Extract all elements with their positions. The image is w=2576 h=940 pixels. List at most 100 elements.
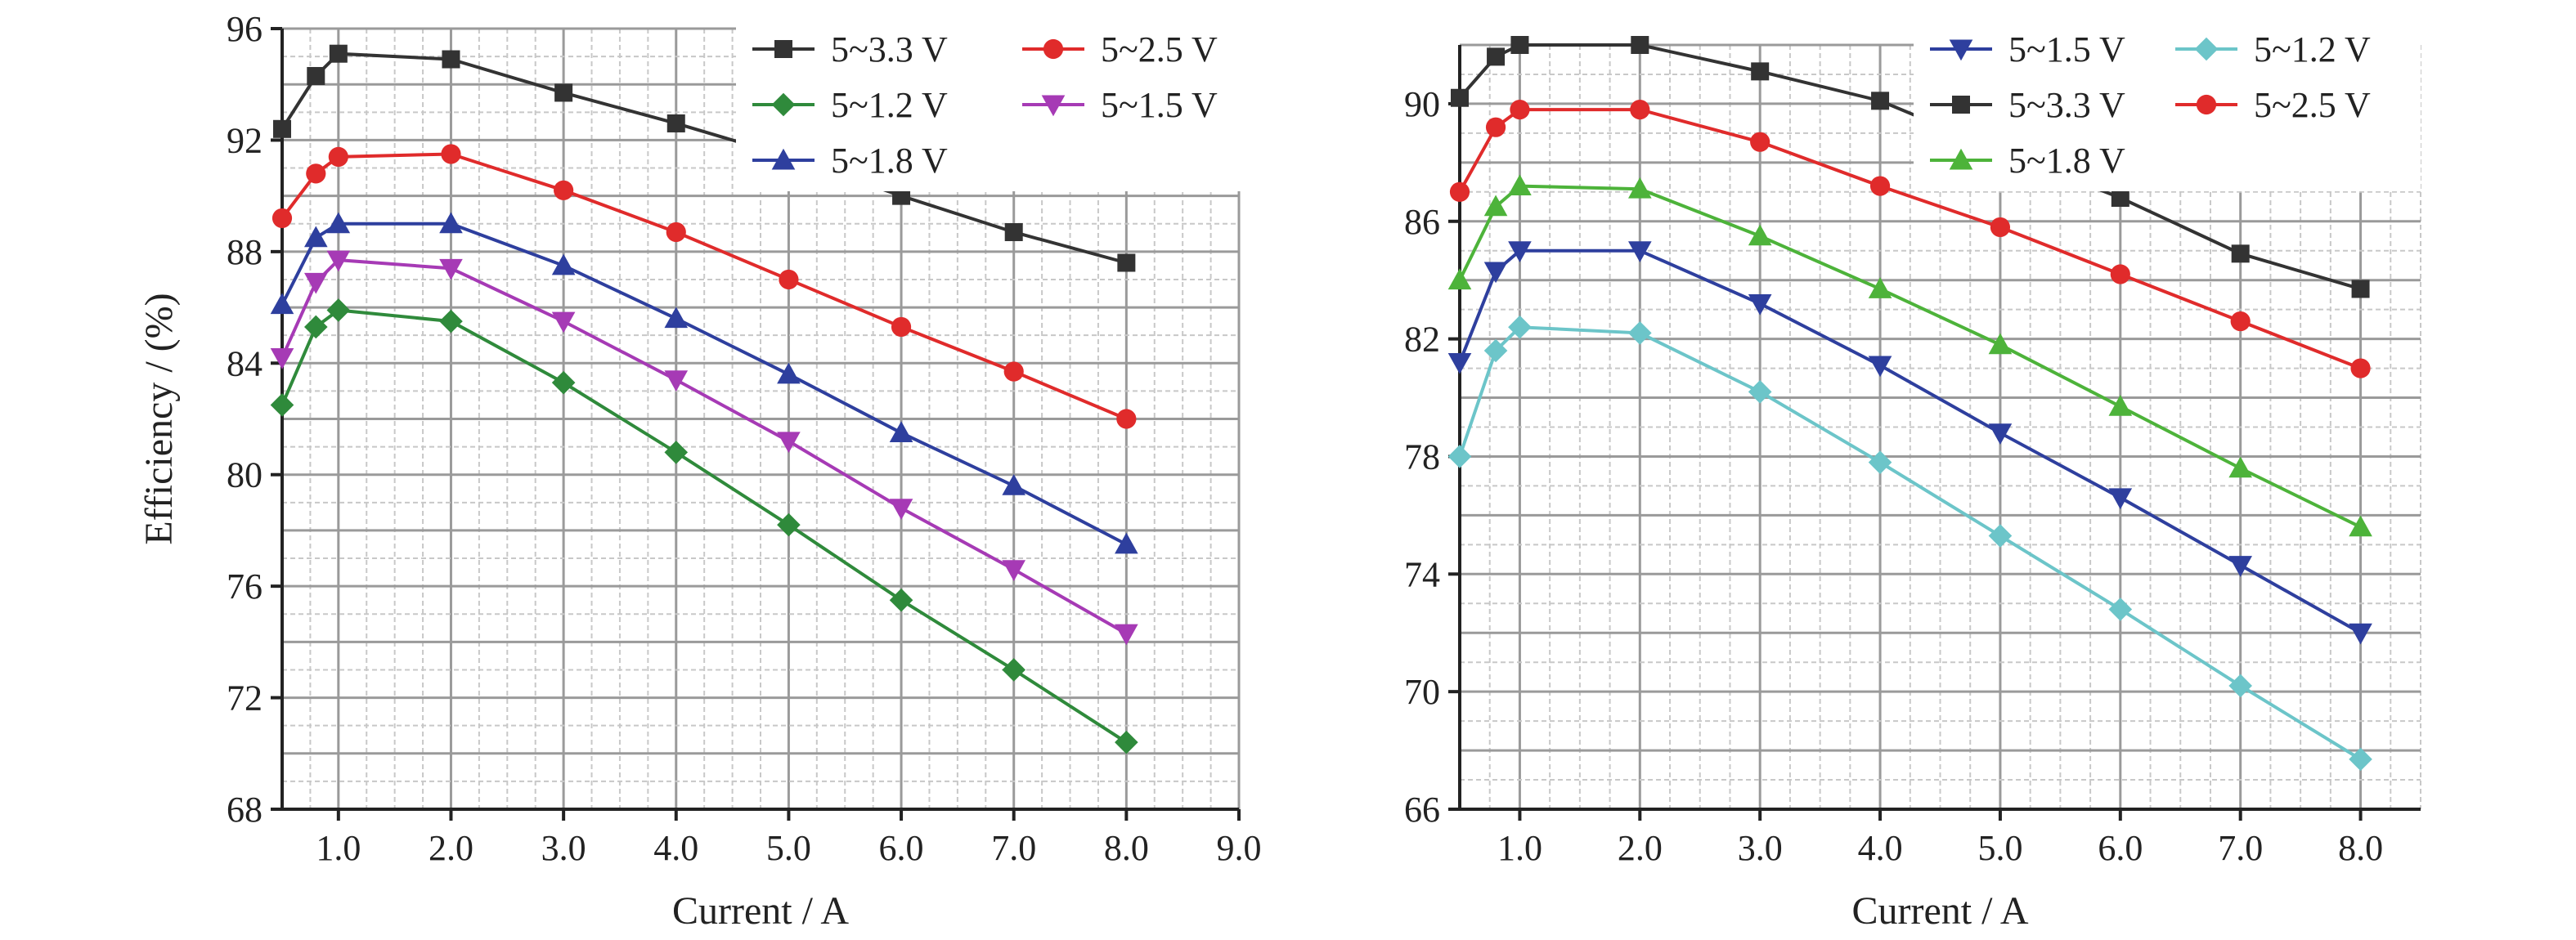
series-line	[1458, 325, 2362, 761]
x-tick-label: 9.0	[1217, 828, 1262, 868]
data-point	[777, 362, 801, 384]
series-line	[1458, 248, 2362, 634]
y-tick-label: 82	[1404, 320, 1440, 360]
data-point	[666, 222, 686, 243]
data-point	[270, 393, 294, 417]
data-point	[1628, 241, 1652, 263]
data-point	[2230, 311, 2251, 332]
legend-label: 5~1.2 V	[2254, 29, 2371, 69]
data-point	[306, 163, 326, 184]
x-tick-label: 6.0	[2098, 828, 2143, 868]
data-point	[2108, 598, 2133, 621]
data-point	[664, 370, 689, 392]
data-point	[1628, 321, 1652, 345]
data-point	[1510, 100, 1530, 120]
data-point	[307, 66, 325, 85]
data-point	[1508, 241, 1532, 263]
x-axis-title: Current / A	[672, 889, 849, 933]
data-point	[1508, 174, 1532, 196]
series-5-1-2-V	[1447, 315, 2372, 772]
data-point	[1115, 624, 1138, 646]
legend-label: 5~1.2 V	[831, 85, 948, 125]
series-line	[280, 152, 1128, 421]
data-point	[328, 146, 348, 167]
y-tick-label: 92	[227, 120, 263, 160]
series-line	[280, 51, 1127, 265]
legend-label: 5~1.8 V	[2008, 141, 2125, 181]
x-tick-label: 3.0	[1738, 828, 1783, 868]
data-point	[272, 208, 293, 229]
data-point	[326, 212, 351, 234]
y-tick-label: 78	[1404, 436, 1440, 477]
data-point	[1447, 352, 1472, 374]
data-point	[889, 421, 913, 442]
y-tick-label: 84	[227, 343, 263, 383]
legend-marker	[774, 40, 792, 58]
data-point	[1748, 294, 1772, 316]
legend-background	[1914, 16, 2421, 191]
data-point	[2108, 488, 2133, 510]
y-tick-label: 66	[1404, 790, 1440, 830]
data-point	[889, 499, 913, 520]
series-line	[1458, 43, 2362, 291]
data-point	[1988, 423, 2013, 445]
data-point	[2110, 264, 2130, 284]
y-tick-label: 70	[1404, 672, 1440, 712]
data-point	[1510, 36, 1529, 54]
data-point	[2228, 556, 2252, 577]
data-point	[1869, 176, 1891, 196]
data-point	[777, 513, 801, 537]
data-point	[1868, 277, 1892, 298]
data-point	[1990, 217, 2011, 238]
data-point	[1115, 532, 1138, 554]
data-point	[439, 258, 463, 280]
data-point	[303, 272, 328, 294]
series-5-1-5-V	[270, 250, 1138, 646]
data-point	[1447, 445, 1472, 468]
data-point	[1483, 195, 1508, 217]
x-tick-label: 4.0	[1858, 828, 1903, 868]
data-point	[551, 253, 576, 275]
data-point	[1868, 356, 1892, 378]
data-point	[2351, 280, 2370, 298]
data-point	[1116, 409, 1137, 429]
x-tick-label: 7.0	[2218, 828, 2263, 868]
data-point	[1117, 253, 1136, 272]
data-point	[2349, 747, 2372, 772]
data-point	[777, 432, 801, 454]
x-tick-label: 1.0	[1497, 828, 1542, 868]
legend-marker	[1949, 39, 1973, 61]
legend-marker	[1043, 38, 1064, 60]
data-point	[2228, 674, 2252, 698]
data-point	[554, 180, 574, 200]
y-tick-label: 76	[227, 566, 263, 607]
series-5-1-8-V	[270, 212, 1138, 554]
legend-label: 5~3.3 V	[2008, 85, 2125, 125]
legend-label: 5~1.5 V	[2008, 29, 2125, 69]
data-point	[1002, 560, 1026, 581]
data-point	[2349, 623, 2372, 645]
data-point	[2350, 358, 2371, 378]
legend-label: 5~1.8 V	[831, 141, 948, 181]
legend-item: 5~2.5 V	[1022, 29, 1218, 69]
data-point	[889, 588, 913, 612]
data-point	[303, 315, 328, 339]
data-point	[666, 114, 685, 132]
data-point	[2108, 395, 2133, 416]
y-axis-title: Efficiency / (%)	[137, 293, 181, 544]
x-tick-label: 5.0	[766, 828, 811, 868]
series-line	[1458, 108, 2362, 370]
series-line	[280, 222, 1128, 546]
data-point	[439, 309, 463, 333]
x-tick-label: 4.0	[653, 828, 698, 868]
legend-item: 5~2.5 V	[2175, 85, 2371, 125]
data-point	[551, 311, 576, 333]
data-point	[2111, 189, 2129, 207]
x-tick-label: 7.0	[991, 828, 1036, 868]
data-point	[1988, 333, 2013, 355]
data-point	[1487, 47, 1506, 66]
y-tick-label: 86	[1404, 202, 1440, 242]
legend-item: 5~1.8 V	[1930, 141, 2125, 181]
legend-item: 5~3.3 V	[1930, 85, 2125, 125]
x-tick-label: 8.0	[1104, 828, 1149, 868]
